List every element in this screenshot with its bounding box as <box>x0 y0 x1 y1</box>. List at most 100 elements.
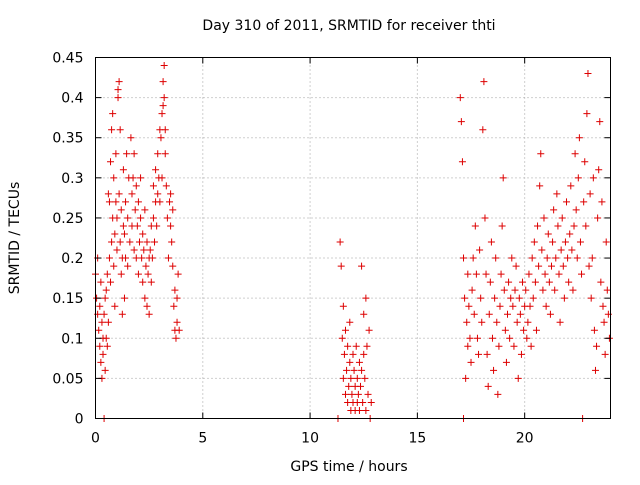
data-point <box>112 198 120 206</box>
data-point <box>466 334 474 342</box>
data-point <box>340 350 348 358</box>
data-point <box>355 406 363 414</box>
data-point <box>497 270 505 278</box>
data-point <box>104 190 112 198</box>
data-point <box>543 254 551 262</box>
data-point <box>140 246 148 254</box>
data-point <box>142 262 150 270</box>
data-point <box>539 286 547 294</box>
data-point <box>103 342 111 350</box>
data-point <box>148 254 156 262</box>
data-point <box>519 278 527 286</box>
data-point <box>124 262 132 270</box>
data-point <box>149 214 157 222</box>
data-point <box>471 222 479 230</box>
data-point <box>538 246 546 254</box>
data-point <box>600 318 608 326</box>
data-point <box>515 294 523 302</box>
data-point <box>546 310 554 318</box>
data-point <box>484 382 492 390</box>
y-tick-label: 0.2 <box>61 251 83 267</box>
data-point <box>350 366 358 374</box>
y-axis-label: SRMTID / TECUs <box>7 182 23 295</box>
data-point <box>101 366 109 374</box>
data-point <box>96 302 104 310</box>
data-point <box>158 174 166 182</box>
data-point <box>168 238 176 246</box>
data-point <box>495 342 503 350</box>
data-point <box>547 262 555 270</box>
data-point <box>143 238 151 246</box>
data-point <box>149 182 157 190</box>
data-point <box>556 318 564 326</box>
data-point <box>551 286 559 294</box>
data-point <box>501 326 509 334</box>
data-point <box>599 302 607 310</box>
y-tick-label: 0.1 <box>61 331 83 347</box>
data-point <box>494 390 502 398</box>
data-point <box>346 358 354 366</box>
data-point <box>584 70 592 78</box>
data-point <box>485 310 493 318</box>
data-point <box>580 198 588 206</box>
data-point <box>554 222 562 230</box>
data-point <box>360 350 368 358</box>
data-point <box>98 318 106 326</box>
plot-frame <box>95 57 611 419</box>
data-point <box>505 278 513 286</box>
data-point <box>138 254 146 262</box>
data-point <box>467 358 475 366</box>
y-tick-label: 0.3 <box>61 171 83 187</box>
data-point <box>134 198 142 206</box>
data-point <box>583 110 591 118</box>
data-point <box>558 214 566 222</box>
data-point <box>127 134 135 142</box>
data-point <box>352 342 360 350</box>
data-point <box>358 262 366 270</box>
data-point <box>173 294 181 302</box>
data-point <box>560 294 568 302</box>
data-point <box>524 318 532 326</box>
data-point <box>146 246 154 254</box>
y-tick-label: 0.15 <box>52 291 83 307</box>
data-point <box>534 222 542 230</box>
data-point <box>364 390 372 398</box>
data-point <box>590 326 598 334</box>
data-point <box>545 278 553 286</box>
data-point <box>568 246 576 254</box>
data-point <box>581 158 589 166</box>
data-point <box>345 382 353 390</box>
x-tick-labels: 0 5 10 15 20 <box>91 431 534 447</box>
data-point <box>102 334 110 342</box>
data-point <box>154 150 162 158</box>
data-point <box>596 118 604 126</box>
data-point <box>137 174 145 182</box>
y-tick-label: 0 <box>75 412 84 428</box>
data-point <box>470 310 478 318</box>
data-point <box>587 294 595 302</box>
data-point <box>597 278 605 286</box>
data-point <box>588 254 596 262</box>
data-point <box>540 214 548 222</box>
data-point <box>528 254 536 262</box>
data-point <box>493 318 501 326</box>
data-point <box>108 126 116 134</box>
data-point <box>531 278 539 286</box>
data-point <box>362 406 370 414</box>
data-point <box>154 190 162 198</box>
data-point <box>530 238 538 246</box>
x-tick-label: 20 <box>516 431 534 447</box>
data-point <box>576 238 584 246</box>
data-point <box>506 334 514 342</box>
data-point <box>478 318 486 326</box>
data-point <box>542 302 550 310</box>
axis-ticks <box>95 57 611 419</box>
data-point <box>516 310 524 318</box>
data-point <box>100 310 108 318</box>
data-point <box>145 310 153 318</box>
data-point <box>112 150 120 158</box>
data-point <box>135 238 143 246</box>
data-point <box>114 94 122 102</box>
data-point <box>99 350 107 358</box>
